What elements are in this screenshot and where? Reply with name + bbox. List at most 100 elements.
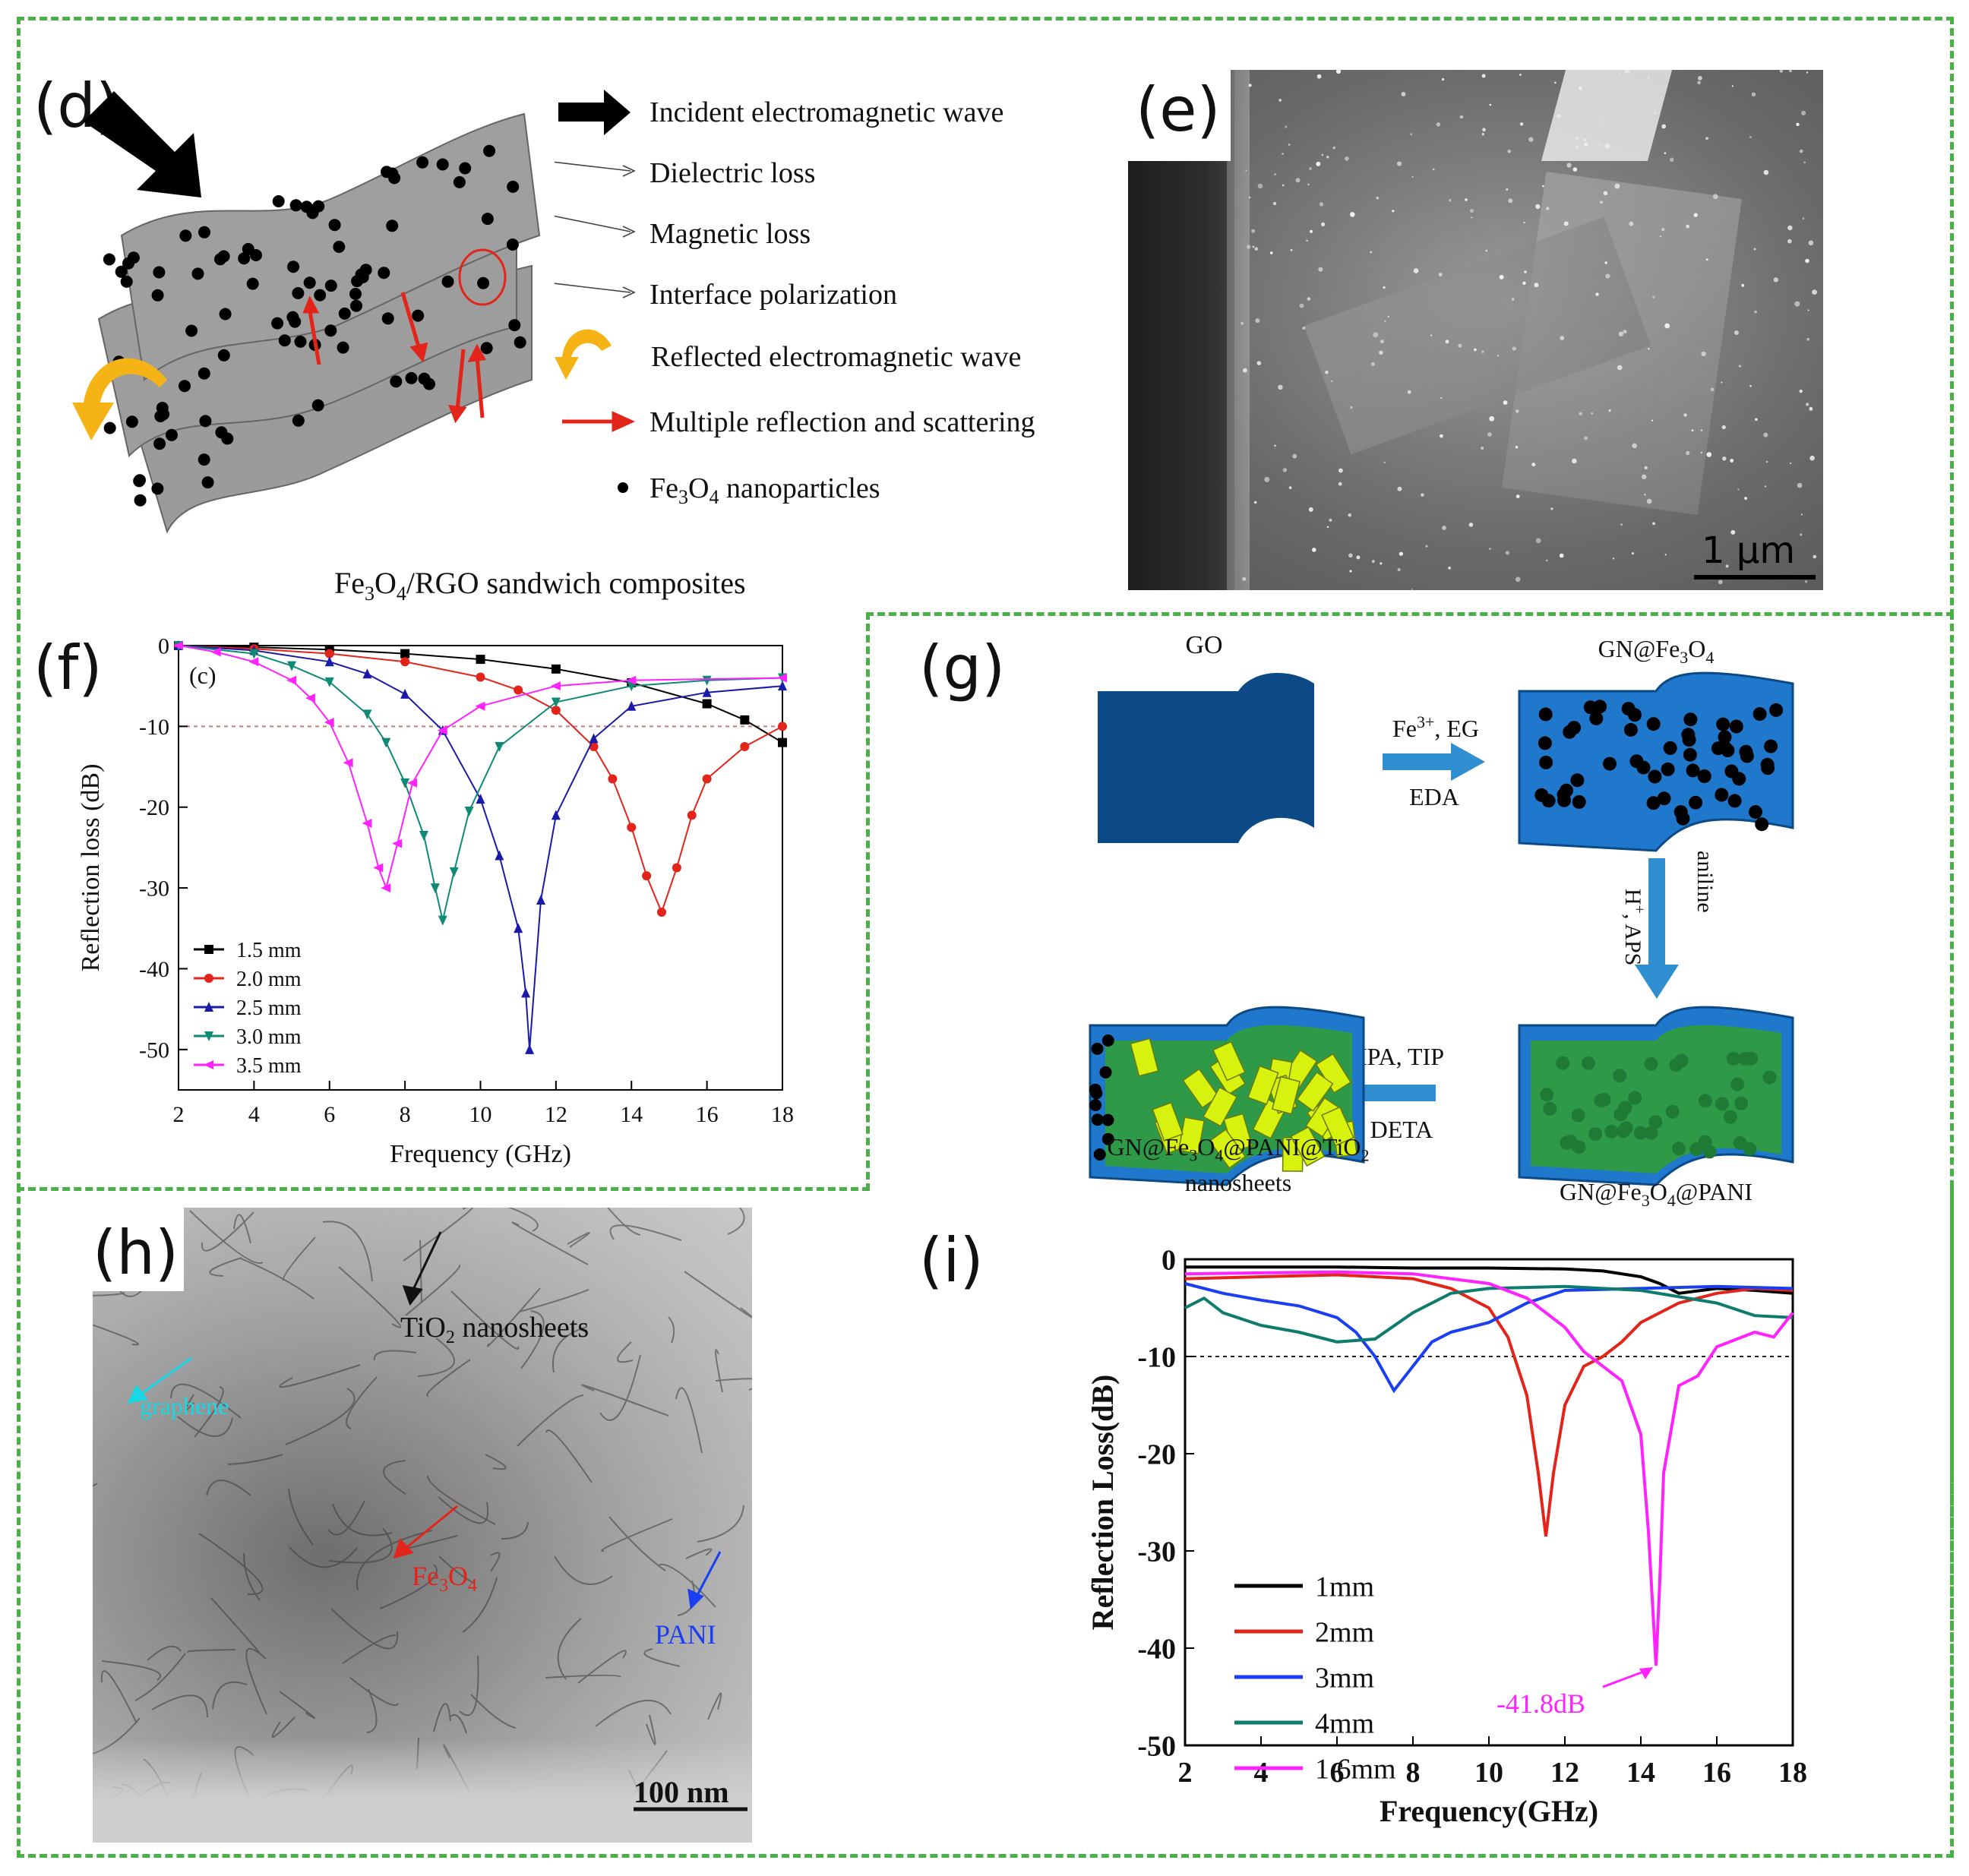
reflected-arrow-left: [72, 358, 167, 441]
arrow-step1: [1383, 743, 1485, 781]
plot-frame: [178, 645, 783, 1091]
fe3o4-dot: [1686, 763, 1700, 778]
nanoparticle-dot: [201, 476, 214, 489]
label-step2-left: H+, APS: [1620, 889, 1648, 965]
data-point: [627, 681, 637, 692]
label-step3-top: IPA, TIP: [1359, 1043, 1444, 1070]
y-tick-label: -50: [1137, 1730, 1176, 1762]
x-tick-label: 14: [620, 1102, 643, 1127]
data-point: [362, 709, 372, 720]
nanoparticle-dot: [120, 275, 133, 288]
nanoparticle-dot: [350, 299, 362, 312]
frame-top: [17, 17, 1954, 617]
y-tick-label: -30: [139, 876, 169, 902]
nanoparticle-dot: [292, 287, 305, 299]
data-point: [400, 688, 410, 699]
nanoparticle-dot: [156, 402, 169, 414]
nanoparticle-dot: [405, 371, 418, 384]
pani-dot: [1715, 1097, 1729, 1111]
fe3o4-dot: [1749, 805, 1762, 820]
fe3o4-dot: [1661, 762, 1675, 776]
pani-dot: [1540, 1088, 1554, 1102]
nanoparticle-dot: [477, 276, 490, 289]
legend-label: 2mm: [1315, 1616, 1374, 1648]
legend-label: 1mm: [1315, 1571, 1374, 1603]
nanoparticle-dot: [508, 319, 521, 332]
tem-bottom-bright: [93, 1739, 752, 1843]
frame-g-divider: [866, 612, 1954, 616]
data-point: [204, 1031, 213, 1041]
data-point: [551, 810, 561, 820]
nanoparticle-dot: [303, 276, 316, 289]
data-point: [702, 774, 712, 784]
nanoparticle-dot: [115, 265, 128, 278]
data-point: [381, 883, 391, 893]
x-tick-label: 8: [400, 1102, 411, 1127]
fe3o4-dot: [1683, 747, 1697, 762]
pani-dot: [1633, 1126, 1648, 1140]
nanoparticle-dot: [359, 264, 372, 276]
data-point: [476, 655, 485, 665]
fe3o4-dot: [1570, 773, 1585, 788]
scalebar-e-label: 1 µm: [1702, 529, 1796, 572]
legend-interface: Interface polarization: [649, 279, 897, 311]
data-point: [248, 657, 259, 667]
pani-dot: [1743, 1142, 1757, 1156]
label-go: GO: [1185, 631, 1222, 659]
data-point: [536, 895, 545, 905]
data-point: [204, 1060, 213, 1069]
nanoparticle-dot: [272, 195, 285, 207]
x-tick-label: 6: [324, 1102, 335, 1127]
nanoparticle-dot: [217, 349, 230, 362]
y-tick-label: -40: [139, 957, 169, 982]
legend-d: Incident electromagnetic wave Dielectric…: [555, 90, 1035, 508]
tio2-sheet: [1296, 1071, 1334, 1112]
fe3o4-dot: [1646, 717, 1661, 731]
fe3o4-dot: [1683, 712, 1698, 727]
nanoparticle-dot: [153, 437, 166, 450]
nanoparticle-dot: [436, 158, 449, 171]
red-arrow-icon: [562, 411, 636, 432]
nanoparticle-dot: [459, 162, 472, 175]
nanoparticle-dot: [337, 341, 349, 354]
label-final: GN@Fe3O4@PANI@TiO2 nanosheets: [1107, 1133, 1370, 1197]
data-point: [642, 871, 652, 881]
nanoparticle-dot: [480, 342, 493, 355]
data-point: [400, 657, 410, 667]
legend-dielectric: Dielectric loss: [649, 157, 815, 189]
data-point: [495, 741, 504, 752]
pani-dot: [1644, 1126, 1658, 1140]
legend-label: 1.6mm: [1315, 1753, 1396, 1785]
nanoparticle-dot: [289, 199, 302, 212]
nanoparticle-dot: [292, 414, 305, 427]
interface-polarization-circle: [458, 248, 507, 306]
data-point: [407, 778, 418, 788]
x-tick-label: 18: [771, 1102, 794, 1127]
data-point: [324, 718, 334, 728]
fe3o4-dot: [1538, 736, 1552, 750]
nanoparticle-dot: [386, 219, 399, 232]
label-graphene: graphene: [140, 1392, 229, 1420]
data-point: [657, 908, 666, 917]
nanoparticle-dot: [294, 335, 307, 348]
fe3o4-dot: [1623, 722, 1638, 737]
nanoparticle-dot: [333, 241, 346, 253]
label-step2-right: aniline: [1692, 851, 1718, 913]
red-scattering-arrows: [302, 292, 487, 424]
scheme-g: GO Fe3+, EG EDA GN@Fe3O4 H+, APS aniline…: [1089, 631, 1794, 1208]
nanoparticle-dot: [328, 219, 341, 232]
pani-dot: [1762, 1070, 1777, 1085]
data-point: [381, 737, 391, 748]
pani-dot: [1582, 1056, 1595, 1070]
x-tick-label: 8: [1406, 1757, 1421, 1789]
tio2-nanosheets: [1130, 1037, 1357, 1172]
x-tick-label: 4: [1254, 1757, 1269, 1789]
nanoparticle-dot: [483, 144, 496, 157]
data-point: [173, 641, 183, 650]
fe3o4-dot: [1636, 760, 1651, 775]
fe3o4-dot: [1689, 795, 1703, 810]
y-tick-label: -20: [139, 795, 169, 820]
data-point: [400, 778, 410, 788]
y-tick-label: 0: [158, 634, 169, 659]
data-point: [687, 810, 697, 820]
